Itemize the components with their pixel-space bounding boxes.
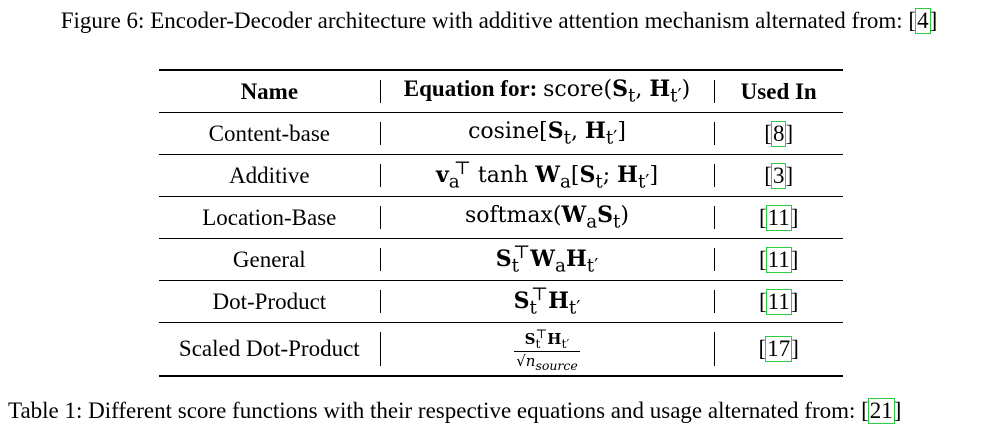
row-name: Dot-Product (212, 288, 327, 314)
table-row: Location-Base softmax(WaSt) [11] (159, 197, 843, 239)
figure-caption: Figure 6: Encoder-Decoder architecture w… (0, 7, 998, 35)
citation-link[interactable]: 17 (765, 335, 793, 363)
row-name: Scaled Dot-Product (178, 336, 360, 361)
score-functions-table: Name Equation for: score(St, Ht′) Used I… (159, 69, 843, 377)
figure-caption-close: ] (929, 8, 938, 33)
citation-link[interactable]: 4 (915, 7, 931, 35)
table-caption-close: ] (893, 398, 902, 423)
row-used-in: [11] (714, 281, 843, 323)
table-header-row: Name Equation for: score(St, Ht′) Used I… (159, 70, 843, 113)
row-used-in: [3] (714, 155, 843, 197)
figure-caption-text: Figure 6: Encoder-Decoder architecture w… (60, 8, 917, 33)
row-equation: St⊤Ht′ √nsource (379, 323, 715, 377)
row-equation: softmax(WaSt) (379, 197, 715, 239)
row-used-in: [8] (714, 113, 843, 155)
table-row: General St⊤WaHt′ [11] (159, 239, 843, 281)
header-equation-math: score(St, Ht′) (543, 76, 691, 107)
row-equation: St⊤Ht′ (379, 281, 715, 323)
row-used-in: [11] (714, 197, 843, 239)
row-equation: St⊤WaHt′ (379, 239, 715, 281)
citation-link[interactable]: 21 (867, 397, 895, 425)
row-used-in: [11] (714, 239, 843, 281)
row-name: Content-base (208, 120, 330, 146)
row-equation: va⊤ tanh Wa[St; Ht′] (379, 155, 715, 197)
row-equation: cosine[St, Ht′] (379, 113, 715, 155)
row-name: Location-Base (202, 204, 337, 230)
citation-link[interactable]: 11 (765, 204, 792, 231)
table-caption-text: Table 1: Different score functions with … (8, 398, 869, 423)
citation-link[interactable]: 8 (770, 120, 787, 147)
citation-link[interactable]: 11 (765, 288, 792, 315)
row-used-in: [17] (714, 323, 843, 377)
table-caption: Table 1: Different score functions with … (8, 397, 998, 425)
table-row: Additive va⊤ tanh Wa[St; Ht′] [3] (159, 155, 843, 197)
row-name: General (232, 246, 306, 272)
citation-link[interactable]: 3 (770, 162, 787, 189)
row-name: Additive (229, 162, 310, 188)
header-name: Name (240, 78, 299, 104)
header-equation: Equation for: score(St, Ht′) (379, 70, 715, 113)
table-row: Dot-Product St⊤Ht′ [11] (159, 281, 843, 323)
table-row: Content-base cosine[St, Ht′] [8] (159, 113, 843, 155)
header-used-in: Used In (714, 70, 843, 113)
citation-link[interactable]: 11 (765, 246, 792, 273)
table-row: Scaled Dot-Product St⊤Ht′ √nsource [17] (159, 323, 843, 377)
header-equation-label: Equation for: (403, 76, 538, 102)
